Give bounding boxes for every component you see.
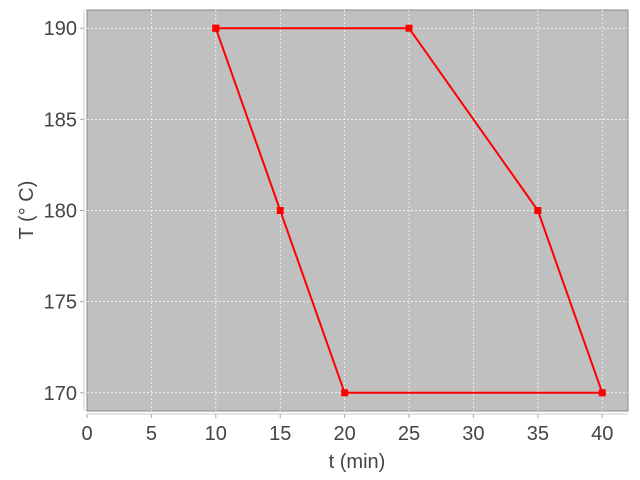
y-tick-label: 185 <box>44 109 77 131</box>
x-tick-label: 10 <box>205 423 227 445</box>
data-point <box>212 24 220 32</box>
x-ticks: 0 5 10 15 20 25 30 35 40 <box>81 414 613 445</box>
x-tick-label: 30 <box>462 423 484 445</box>
data-point <box>598 389 606 397</box>
data-point <box>276 207 284 214</box>
data-point <box>341 389 349 397</box>
x-tick-label: 15 <box>269 423 291 445</box>
y-axis-label: T (° C) <box>16 181 38 240</box>
y-tick-label: 175 <box>44 292 77 314</box>
series <box>212 24 606 397</box>
x-tick-label: 20 <box>333 423 355 445</box>
x-tick-label: 0 <box>81 423 92 445</box>
y-ticks: 170 175 180 185 190 <box>44 18 84 405</box>
x-axis-label: t (min) <box>329 451 386 473</box>
y-tick-label: 170 <box>44 383 77 405</box>
data-point <box>405 24 413 32</box>
x-tick-label: 40 <box>591 423 613 445</box>
x-tick-label: 5 <box>146 423 157 445</box>
data-point <box>534 207 542 214</box>
x-tick-label: 25 <box>398 423 420 445</box>
x-tick-label: 35 <box>527 423 549 445</box>
y-tick-label: 190 <box>44 18 77 40</box>
y-tick-label: 180 <box>44 201 77 223</box>
